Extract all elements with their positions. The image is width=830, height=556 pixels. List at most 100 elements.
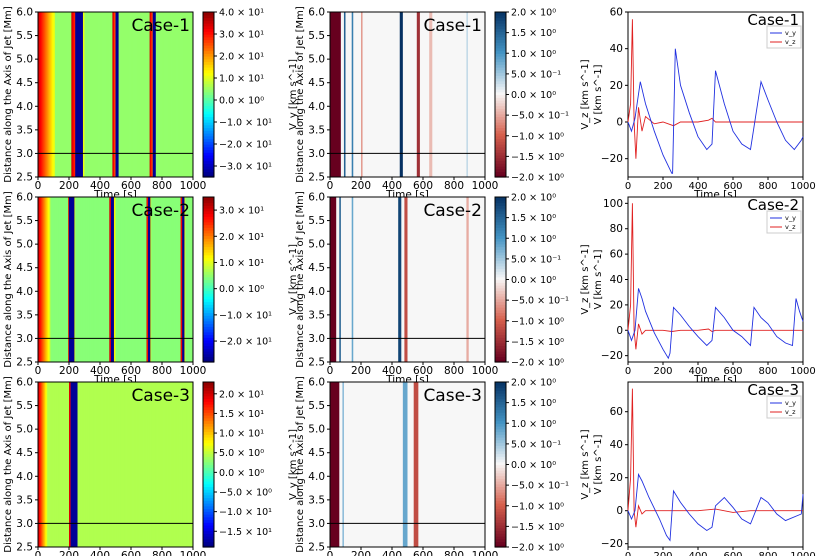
vy-heat-cell bbox=[64, 382, 66, 547]
colorbar-cell bbox=[495, 450, 506, 455]
colorbar-cell bbox=[203, 265, 214, 270]
vy-heat-cell bbox=[113, 197, 116, 362]
vy-heat-cell bbox=[154, 12, 156, 177]
vy-heat-cell bbox=[71, 12, 73, 177]
colorbar-cell bbox=[203, 500, 214, 504]
vy-heat-cell bbox=[78, 382, 80, 547]
vy-heat-cell bbox=[114, 12, 116, 177]
vy-heat-cell bbox=[89, 197, 92, 362]
y-tick-label: 4.0 bbox=[308, 471, 325, 483]
y-tick-label: 40 bbox=[610, 43, 623, 55]
colorbar-tick-label: −2.0 × 10⁰ bbox=[511, 543, 564, 554]
vy-heat-cell bbox=[168, 382, 171, 547]
vy-heat-cell bbox=[65, 12, 68, 177]
y-tick-label: 4.5 bbox=[16, 77, 33, 89]
vy-heat-cell bbox=[139, 197, 141, 362]
vy-heat-cell bbox=[88, 382, 90, 547]
vy-heat-cell bbox=[189, 12, 192, 177]
vy-heat-cell bbox=[85, 12, 87, 177]
vy-heat-cell bbox=[93, 197, 95, 362]
vy-heat-cell bbox=[188, 12, 190, 177]
colorbar-cell bbox=[495, 497, 506, 501]
vy-heat-cell bbox=[128, 382, 130, 547]
colorbar-cell bbox=[203, 34, 214, 38]
colorbar-cell bbox=[495, 412, 506, 416]
vy-heat-cell bbox=[105, 197, 107, 362]
colorbar-tick-label: 1.0 × 10⁰ bbox=[511, 49, 556, 60]
y-tick-label: −20 bbox=[601, 538, 623, 550]
vy-heat-cell bbox=[90, 197, 92, 362]
vy-heat-cell bbox=[101, 382, 103, 547]
vy-heat-cell bbox=[109, 197, 111, 362]
x-tick-label: 600 bbox=[121, 365, 141, 377]
vy-heat-cell bbox=[167, 12, 169, 177]
vy-heat-cell bbox=[98, 382, 100, 547]
vy-heat-cell bbox=[93, 12, 95, 177]
vy-heat-cell bbox=[115, 197, 117, 362]
vy-heat-cell bbox=[152, 382, 154, 547]
colorbar-cell bbox=[495, 478, 506, 482]
vy-heat-cell bbox=[53, 382, 55, 547]
vy-heat-cell bbox=[112, 12, 114, 177]
y-tick-label: 2.5 bbox=[308, 357, 325, 369]
vy-heat-cell bbox=[165, 12, 167, 177]
legend-vy-label: v_y bbox=[785, 29, 796, 37]
vy-heat-cell bbox=[51, 12, 53, 177]
vy-heat-cell bbox=[95, 382, 97, 547]
colorbar-cell bbox=[203, 227, 214, 231]
colorbar-cell bbox=[203, 171, 214, 175]
colorbar-cell bbox=[203, 274, 214, 278]
y-tick-label: 4.5 bbox=[16, 262, 33, 274]
vy-heat-cell bbox=[58, 382, 61, 547]
vy-heat-cell bbox=[167, 382, 169, 547]
colorbar-cell bbox=[203, 393, 214, 397]
vy-heat-cell bbox=[65, 382, 67, 547]
colorbar-tick-label: 0.0 × 10⁰ bbox=[511, 460, 556, 471]
colorbar-cell bbox=[203, 326, 214, 330]
colorbar-cell bbox=[495, 475, 506, 479]
colorbar-tick-label: 2.0 × 10⁰ bbox=[511, 8, 556, 19]
colorbar-cell bbox=[495, 208, 506, 212]
colorbar-cell bbox=[203, 205, 214, 209]
vy-heat-cell bbox=[169, 382, 172, 547]
colorbar-tick-label: −1.0 × 10⁰ bbox=[511, 501, 564, 512]
vy-heat-cell bbox=[94, 12, 96, 177]
vy-heat-cell bbox=[96, 382, 98, 547]
x-tick-label: 200 bbox=[653, 366, 672, 377]
vy-heat-cell bbox=[38, 197, 41, 362]
colorbar-cell bbox=[203, 406, 214, 411]
colorbar-cell bbox=[203, 409, 214, 413]
colorbar-cell bbox=[203, 486, 214, 490]
vy-heat-cell bbox=[86, 197, 88, 362]
colorbar-cell bbox=[495, 80, 506, 85]
colorbar-cell bbox=[495, 12, 506, 16]
vy-heat-cell bbox=[124, 12, 126, 177]
colorbar-cell bbox=[495, 318, 506, 322]
colorbar-cell bbox=[495, 105, 506, 109]
vy-heat-cell bbox=[53, 12, 55, 177]
colorbar-cell bbox=[203, 47, 214, 52]
vy-heat-cell bbox=[182, 12, 184, 177]
vy-heat-cell bbox=[176, 382, 178, 547]
colorbar-cell bbox=[203, 197, 214, 201]
vy-panel-2: 6.0 5.5 5.0 4.5 4.0 3.5 3.0 2.50 200 400 600 800 100… bbox=[3, 191, 206, 386]
vy-heat-cell bbox=[83, 12, 85, 177]
vy-heat-cell bbox=[69, 382, 72, 547]
colorbar-tick-label: −3.0 × 10¹ bbox=[219, 162, 272, 173]
vy-heat-cell bbox=[79, 12, 82, 177]
colorbar-cell bbox=[203, 323, 214, 327]
x-tick-label: 200 bbox=[351, 180, 371, 192]
vy-heat-cell bbox=[172, 382, 174, 547]
x-tick-label: 0 bbox=[327, 550, 334, 556]
vy-heat-cell bbox=[128, 12, 130, 177]
vy-heat-cell bbox=[103, 12, 106, 177]
vy-heat-cell bbox=[79, 197, 81, 362]
y-tick-label: 5.0 bbox=[16, 424, 33, 436]
vy-heat-cell bbox=[56, 197, 58, 362]
vy-heat-cell bbox=[165, 197, 167, 362]
vy-heat-cell bbox=[126, 382, 128, 547]
colorbar-cell bbox=[203, 89, 214, 93]
colorbar-cell bbox=[203, 260, 214, 264]
vy-heat-cell bbox=[144, 12, 146, 177]
colorbar-cell bbox=[495, 345, 506, 349]
